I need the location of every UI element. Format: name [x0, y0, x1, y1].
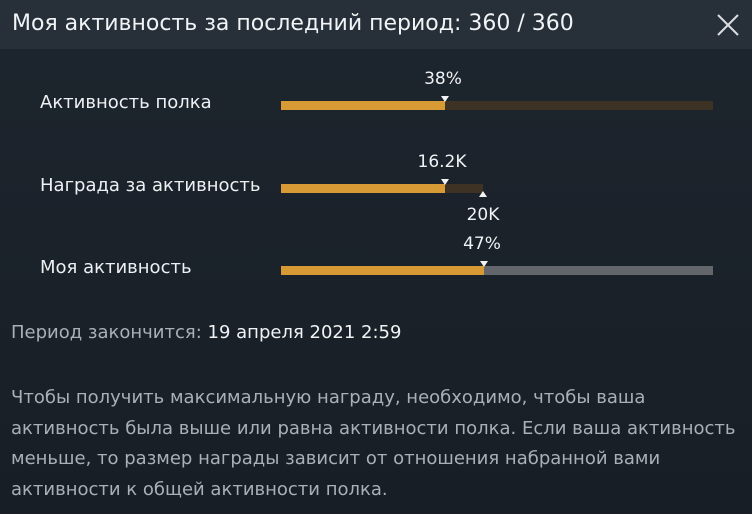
my-activity-bar-track — [484, 266, 713, 275]
my-activity-label: Моя активность — [40, 257, 192, 278]
my-activity-value: 47% — [463, 234, 501, 254]
reward-bar-track — [445, 184, 483, 193]
regiment-activity-marker-icon — [441, 96, 449, 102]
period-end-date: 19 апреля 2021 2:59 — [207, 322, 402, 343]
close-button[interactable] — [711, 8, 745, 42]
reward-label: Награда за активность — [40, 175, 261, 196]
my-activity-marker-icon — [480, 261, 488, 267]
dialog-title: Моя активность за последний период: 360 … — [12, 11, 574, 36]
reward-bar — [281, 184, 483, 193]
period-end-label: Период закончится: — [11, 322, 202, 343]
period-end: Период закончится: 19 апреля 2021 2:59 — [11, 320, 401, 346]
dialog-header: Моя активность за последний период: 360 … — [0, 0, 752, 49]
regiment-activity-label: Активность полка — [40, 92, 212, 113]
reward-marker-icon — [441, 179, 449, 185]
regiment-activity-bar-fill — [281, 101, 445, 110]
regiment-activity-bar-track — [445, 101, 713, 110]
my-activity-bar — [281, 266, 713, 275]
reward-bar-fill — [281, 184, 445, 193]
reward-max-value: 20K — [466, 205, 500, 225]
close-icon — [717, 14, 739, 36]
regiment-activity-value: 38% — [424, 69, 462, 89]
regiment-activity-bar — [281, 101, 713, 110]
description-text: Чтобы получить максимальную награду, нео… — [11, 387, 736, 500]
reward-max-marker-icon — [479, 191, 487, 197]
my-activity-bar-fill — [281, 266, 484, 275]
reward-value: 16.2K — [417, 152, 467, 172]
